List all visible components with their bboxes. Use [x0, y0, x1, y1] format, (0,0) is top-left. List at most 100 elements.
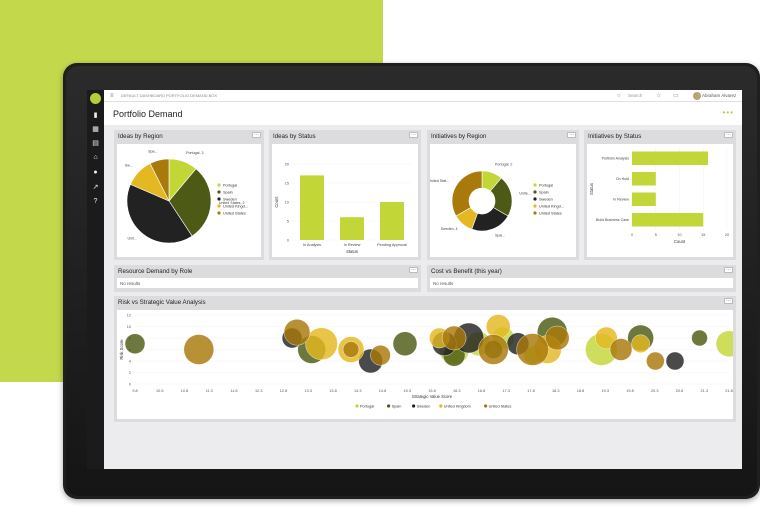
bubble-point [305, 327, 338, 360]
legend-label: Sweden [539, 197, 553, 201]
panel-menu-icon[interactable]: … [724, 131, 733, 138]
y-tick-label: 20 [285, 162, 289, 166]
x-axis-label: Strategic Value Score [412, 394, 453, 399]
legend-marker [533, 183, 537, 187]
legend-label: United States [223, 211, 246, 215]
x-tick-label: In Review [344, 243, 361, 247]
bubble-point [691, 329, 708, 347]
grid-icon[interactable]: ▦ [92, 126, 99, 133]
bar [300, 175, 324, 240]
y-axis-label: Risk Score [119, 339, 124, 360]
initiatives-region-donut: Portugal, 2 Unite... Spai... Sweden, 4 Unite… [428, 162, 564, 237]
bar [632, 171, 656, 186]
help-icon[interactable]: ? [93, 198, 98, 205]
legend-label: United States [489, 404, 512, 408]
legend-marker [217, 204, 221, 208]
chart-body: 0 5 10 15 20 In Analysis In Review Pending Appr… [272, 144, 418, 257]
y-tick-label: 10 [285, 200, 289, 204]
slice-label: United Stat... [430, 179, 449, 183]
slice-label: Portugal, 3 [186, 151, 203, 155]
chart-icon[interactable]: ▮ [93, 112, 98, 119]
chart-body: 0246810129.810.510.811.311.812.312.813.3… [117, 310, 742, 419]
menu-icon[interactable]: ≡ [110, 93, 114, 99]
export-icon[interactable]: ↗ [92, 184, 99, 191]
x-tick-label: 0 [631, 233, 633, 237]
panel-menu-icon[interactable]: … [409, 131, 418, 138]
page-header: Portfolio Demand ••• [104, 102, 742, 125]
x-tick-label: 21.3 [701, 389, 708, 393]
legend-label: Spain [223, 190, 233, 194]
user-name[interactable]: Abraham Alvarez [702, 93, 737, 98]
search-input[interactable]: Search [628, 93, 643, 98]
x-tick-label: 16.8 [478, 389, 485, 393]
notifications-icon[interactable]: ▭ [673, 93, 679, 99]
y-axis-label: Count [274, 196, 279, 208]
slice-label: Sweden, 4 [441, 227, 458, 231]
legend-label: Portugal [223, 183, 237, 187]
page-more-icon[interactable]: ••• [722, 108, 734, 117]
x-tick-label: 13.8 [329, 389, 336, 393]
panel-menu-icon[interactable]: … [724, 266, 733, 273]
x-tick-label: Pending Approval [377, 243, 407, 247]
legend-marker [217, 190, 221, 194]
legend-marker [533, 204, 537, 208]
risk-value-bubble-chart: 0246810129.810.510.811.311.812.312.813.3… [119, 313, 742, 408]
calendar-icon[interactable]: ▤ [92, 140, 99, 147]
panel-ideas-by-region: Ideas by Region … Portugal, 3 United Stat… [114, 130, 264, 260]
panel-initiatives-by-region: Initiatives by Region … Portugal, 2 Unite… [427, 130, 579, 260]
legend-marker [217, 211, 221, 215]
bank-icon[interactable]: ⌂ [93, 154, 98, 161]
legend-marker [533, 190, 537, 194]
avatar[interactable] [693, 92, 701, 100]
bar [632, 192, 656, 207]
legend-label: United Kingd... [223, 204, 248, 208]
bubble-point [370, 345, 391, 366]
x-tick-label: 16.3 [453, 389, 460, 393]
star-icon[interactable]: ☆ [656, 93, 662, 99]
legend-marker [355, 404, 359, 408]
bubble-point [544, 325, 570, 351]
legend-marker [412, 404, 416, 408]
y-tick-label: 10 [127, 325, 131, 329]
ideas-region-pie: Portugal, 3 United States, 2 Unit... Sw... S… [125, 149, 248, 244]
bar [632, 151, 708, 166]
bar [340, 217, 364, 240]
chart-body: Portugal, 3 United States, 2 Unit... Sw... S… [117, 144, 261, 257]
x-tick-label: 20.8 [676, 389, 683, 393]
panel-initiatives-by-status: Initiatives by Status … 0 5 10 15 20 Portfoli… [584, 130, 736, 260]
breadcrumb-home[interactable]: DEFAULT DASHBOARD [121, 93, 166, 98]
chart-body: Portugal, 2 Unite... Spai... Sweden, 4 Unite… [428, 144, 576, 257]
panel-menu-icon[interactable]: … [724, 297, 733, 304]
legend-label: Portugal [539, 183, 553, 187]
x-tick-label: 10.8 [181, 389, 188, 393]
search-icon[interactable]: ○ [617, 93, 621, 99]
y-tick-label: 2 [129, 371, 131, 375]
x-tick-label: 11.8 [230, 389, 237, 393]
legend-label: Spain [539, 190, 549, 194]
y-tick-label: In Review [613, 198, 629, 202]
legend-marker [439, 404, 443, 408]
x-tick-label: In Analysis [303, 243, 321, 247]
panel-menu-icon[interactable]: … [409, 266, 418, 273]
x-tick-label: 5 [655, 233, 657, 237]
panel-menu-icon[interactable]: … [252, 131, 261, 138]
legend-label: Portugal [360, 404, 374, 408]
x-tick-label: 17.8 [527, 389, 534, 393]
slice-label: Portugal, 2 [495, 162, 512, 166]
bubble-point [478, 334, 509, 365]
breadcrumb-current[interactable]: PORTFOLIO DEMAND BOX [166, 93, 218, 98]
no-results-text: No results [430, 278, 733, 288]
app-logo-icon[interactable] [90, 93, 101, 104]
bubble-point [516, 333, 549, 366]
x-axis-label: Status [346, 249, 358, 254]
slice-label: Sw... [125, 164, 133, 168]
x-tick-label: 17.3 [503, 389, 510, 393]
initiatives-status-bar-chart: 0 5 10 15 20 Portfolio Analysis On Hold In Revi… [589, 148, 729, 244]
panel-title: Ideas by Region [118, 133, 163, 140]
bubble-point [441, 325, 467, 351]
panel-title: Cost vs Benefit (this year) [431, 268, 502, 275]
people-icon[interactable]: ● [93, 169, 98, 176]
panel-menu-icon[interactable]: … [567, 131, 576, 138]
x-tick-label: 20.3 [651, 389, 658, 393]
bubble-point [283, 319, 311, 346]
